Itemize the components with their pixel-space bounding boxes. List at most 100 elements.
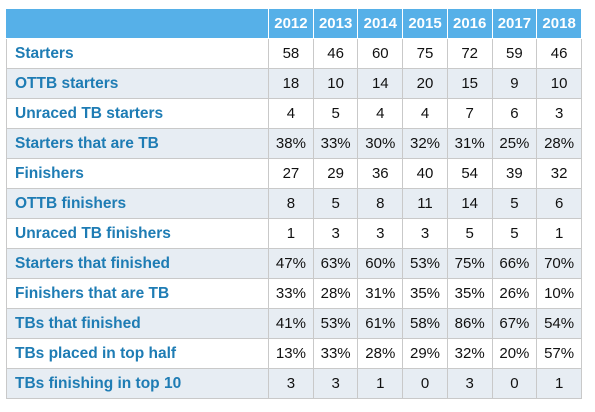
table-cell: 53% <box>312 308 359 339</box>
table-cell: 3 <box>268 368 314 399</box>
table-cell: 14 <box>446 188 493 219</box>
table-row: Starters that are TB 38% 33% 30% 32% 31% 25% 28… <box>5 128 582 159</box>
table-cell: 28% <box>536 128 582 159</box>
table-cell: 86% <box>446 308 493 339</box>
table-cell: 3 <box>357 218 404 249</box>
table-cell: 41% <box>268 308 314 339</box>
table-cell: 27 <box>268 158 314 189</box>
table-cell: 46 <box>312 38 359 69</box>
table-cell: 36 <box>357 158 404 189</box>
table-cell: 14 <box>357 68 404 99</box>
table-cell: 31% <box>446 128 493 159</box>
table-cell: 60% <box>357 248 404 279</box>
table-cell: 75 <box>402 38 448 69</box>
table-cell: 20 <box>402 68 448 99</box>
table-row: OTTB starters 18 10 14 20 15 9 10 <box>5 68 582 99</box>
table-header: 2012 2013 2014 2015 2016 2017 2018 <box>5 8 582 39</box>
table-cell: 39 <box>491 158 538 189</box>
table-cell: 35% <box>402 278 448 309</box>
column-header: 2018 <box>536 8 582 39</box>
table-cell: 5 <box>312 188 359 219</box>
row-label: TBs placed in top half <box>5 338 270 369</box>
table-cell: 10 <box>536 68 582 99</box>
table-cell: 46 <box>536 38 582 69</box>
column-header: 2017 <box>491 8 538 39</box>
table-cell: 3 <box>536 98 582 129</box>
table-cell: 75% <box>446 248 493 279</box>
table-cell: 3 <box>312 368 359 399</box>
table-row: Finishers 27 29 36 40 54 39 32 <box>5 158 582 189</box>
table-cell: 15 <box>446 68 493 99</box>
row-label: Finishers that are TB <box>5 278 270 309</box>
column-header: 2015 <box>402 8 448 39</box>
row-label: Starters that finished <box>5 248 270 279</box>
stats-table: 2012 2013 2014 2015 2016 2017 2018 Start… <box>5 8 582 399</box>
table-cell: 25% <box>491 128 538 159</box>
table-cell: 32 <box>536 158 582 189</box>
table-row: Starters 58 46 60 75 72 59 46 <box>5 38 582 69</box>
table-cell: 1 <box>357 368 404 399</box>
table-cell: 54 <box>446 158 493 189</box>
row-label: Starters that are TB <box>5 128 270 159</box>
table-cell: 32% <box>402 128 448 159</box>
table-cell: 33% <box>312 128 359 159</box>
row-label: OTTB finishers <box>5 188 270 219</box>
table-cell: 0 <box>491 368 538 399</box>
table-cell: 6 <box>491 98 538 129</box>
table-cell: 11 <box>402 188 448 219</box>
row-label: Unraced TB finishers <box>5 218 270 249</box>
row-label: TBs that finished <box>5 308 270 339</box>
table-cell: 4 <box>268 98 314 129</box>
table-row: Unraced TB starters 4 5 4 4 7 6 3 <box>5 98 582 129</box>
table-cell: 9 <box>491 68 538 99</box>
table-cell: 38% <box>268 128 314 159</box>
row-label: OTTB starters <box>5 68 270 99</box>
table-cell: 30% <box>357 128 404 159</box>
table-cell: 29 <box>312 158 359 189</box>
table-cell: 3 <box>402 218 448 249</box>
table-cell: 5 <box>491 218 538 249</box>
table-cell: 6 <box>536 188 582 219</box>
table-cell: 33% <box>312 338 359 369</box>
table-cell: 5 <box>491 188 538 219</box>
row-label: Starters <box>5 38 270 69</box>
row-label: Unraced TB starters <box>5 98 270 129</box>
table-cell: 35% <box>446 278 493 309</box>
table-body: Starters 58 46 60 75 72 59 46 OTTB starters 18 10 1… <box>5 38 582 399</box>
table-cell: 5 <box>446 218 493 249</box>
table-cell: 66% <box>491 248 538 279</box>
table-cell: 10% <box>536 278 582 309</box>
table-cell: 4 <box>402 98 448 129</box>
table-row: TBs that finished 41% 53% 61% 58% 86% 67% 54% <box>5 308 582 339</box>
table-cell: 1 <box>536 368 582 399</box>
row-label: TBs finishing in top 10 <box>5 368 270 399</box>
table-cell: 1 <box>536 218 582 249</box>
table-cell: 0 <box>402 368 448 399</box>
table-row: Starters that finished 47% 63% 60% 53% 75% 66%… <box>5 248 582 279</box>
row-label: Finishers <box>5 158 270 189</box>
table-cell: 18 <box>268 68 314 99</box>
table-cell: 72 <box>446 38 493 69</box>
column-header: 2013 <box>312 8 359 39</box>
table-cell: 33% <box>268 278 314 309</box>
table-cell: 58% <box>402 308 448 339</box>
table-row: Finishers that are TB 33% 28% 31% 35% 35% 26% 1… <box>5 278 582 309</box>
table-cell: 8 <box>357 188 404 219</box>
table-cell: 7 <box>446 98 493 129</box>
table-cell: 67% <box>491 308 538 339</box>
table-cell: 28% <box>312 278 359 309</box>
table-cell: 58 <box>268 38 314 69</box>
table-row: Unraced TB finishers 1 3 3 3 5 5 1 <box>5 218 582 249</box>
table-cell: 10 <box>312 68 359 99</box>
table-cell: 31% <box>357 278 404 309</box>
table-cell: 3 <box>312 218 359 249</box>
table-row: TBs placed in top half 13% 33% 28% 29% 32% 20%… <box>5 338 582 369</box>
table-cell: 13% <box>268 338 314 369</box>
column-header: 2012 <box>268 8 314 39</box>
table-cell: 1 <box>268 218 314 249</box>
table-row: OTTB finishers 8 5 8 11 14 5 6 <box>5 188 582 219</box>
table-cell: 61% <box>357 308 404 339</box>
table-cell: 70% <box>536 248 582 279</box>
table-cell: 63% <box>312 248 359 279</box>
table-cell: 47% <box>268 248 314 279</box>
